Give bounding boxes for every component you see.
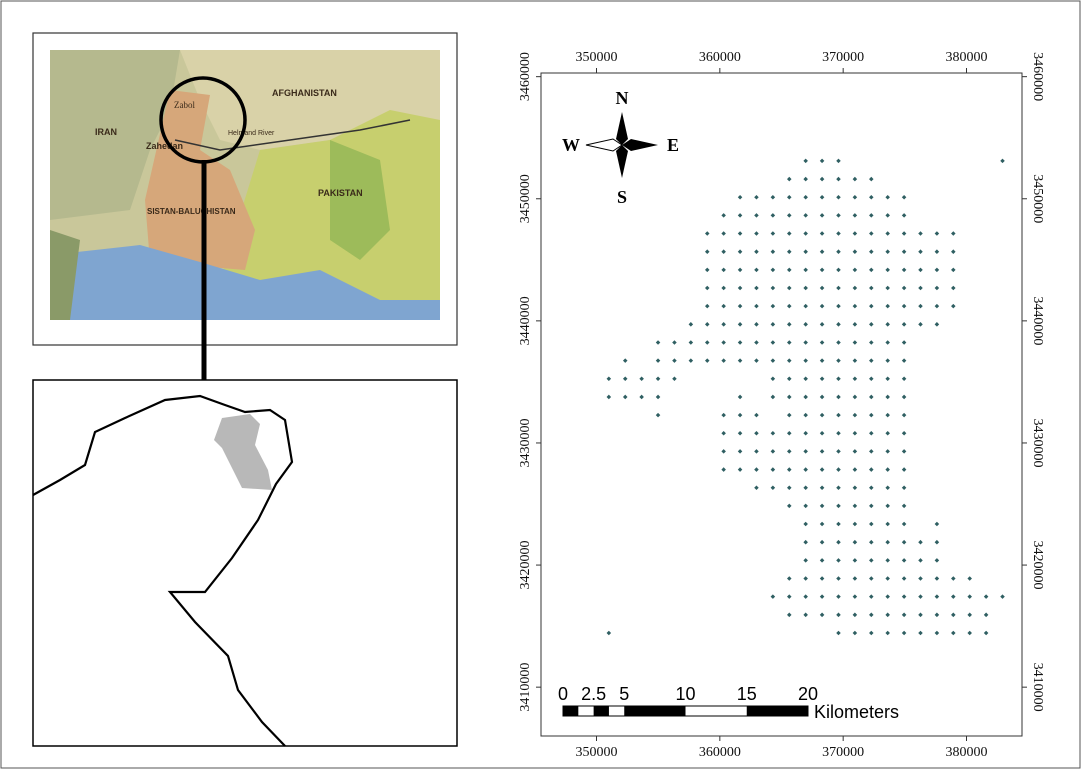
figure: AFGHANISTAN IRAN PAKISTAN Zabol Zahedan … [0, 0, 1081, 769]
x-tick-label: 380000 [946, 50, 988, 65]
scale-bar-label: 10 [675, 684, 695, 704]
scale-bar-segment [563, 706, 578, 716]
compass-label: N [616, 88, 629, 108]
y-tick-label: 3430000 [1030, 418, 1045, 467]
scale-bar-segment [594, 706, 609, 716]
scale-bar-label: 5 [619, 684, 629, 704]
map-label: PAKISTAN [318, 188, 363, 198]
y-tick-label: 3460000 [1030, 52, 1045, 101]
compass-label: E [667, 135, 679, 155]
map-label: Zahedan [146, 141, 183, 151]
y-tick-label: 3450000 [518, 174, 533, 223]
x-tick-label: 370000 [822, 745, 864, 760]
map-label: SISTAN-BALUCHISTAN [147, 207, 236, 216]
y-tick-label: 3440000 [518, 296, 533, 345]
compass-label: W [562, 135, 580, 155]
y-tick-label: 3430000 [518, 418, 533, 467]
y-tick-label: 3410000 [1030, 663, 1045, 712]
map-frame [541, 73, 1022, 736]
x-tick-label: 380000 [946, 745, 988, 760]
compass-label: S [617, 187, 627, 207]
scale-bar-label: 2.5 [581, 684, 606, 704]
y-tick-label: 3460000 [518, 52, 533, 101]
map-label: IRAN [95, 127, 117, 137]
scale-bar-segment [624, 706, 685, 716]
map-label: Zabol [174, 100, 195, 110]
y-tick-label: 3420000 [1030, 541, 1045, 590]
y-tick-label: 3420000 [518, 541, 533, 590]
y-tick-label: 3440000 [1030, 296, 1045, 345]
x-tick-label: 360000 [699, 50, 741, 65]
scale-bar-segment [747, 706, 808, 716]
y-tick-label: 3410000 [518, 663, 533, 712]
scale-bar-unit: Kilometers [814, 702, 899, 722]
scale-bar-label: 15 [737, 684, 757, 704]
x-tick-label: 350000 [576, 50, 618, 65]
inset-map: AFGHANISTAN IRAN PAKISTAN Zabol Zahedan … [50, 50, 440, 320]
x-tick-label: 350000 [576, 745, 618, 760]
map-label: Helmand River [228, 130, 275, 137]
map-label: AFGHANISTAN [272, 88, 337, 98]
y-tick-label: 3450000 [1030, 174, 1045, 223]
x-tick-label: 370000 [822, 50, 864, 65]
scale-bar-label: 20 [798, 684, 818, 704]
scale-bar-label: 0 [558, 684, 568, 704]
x-tick-label: 360000 [699, 745, 741, 760]
